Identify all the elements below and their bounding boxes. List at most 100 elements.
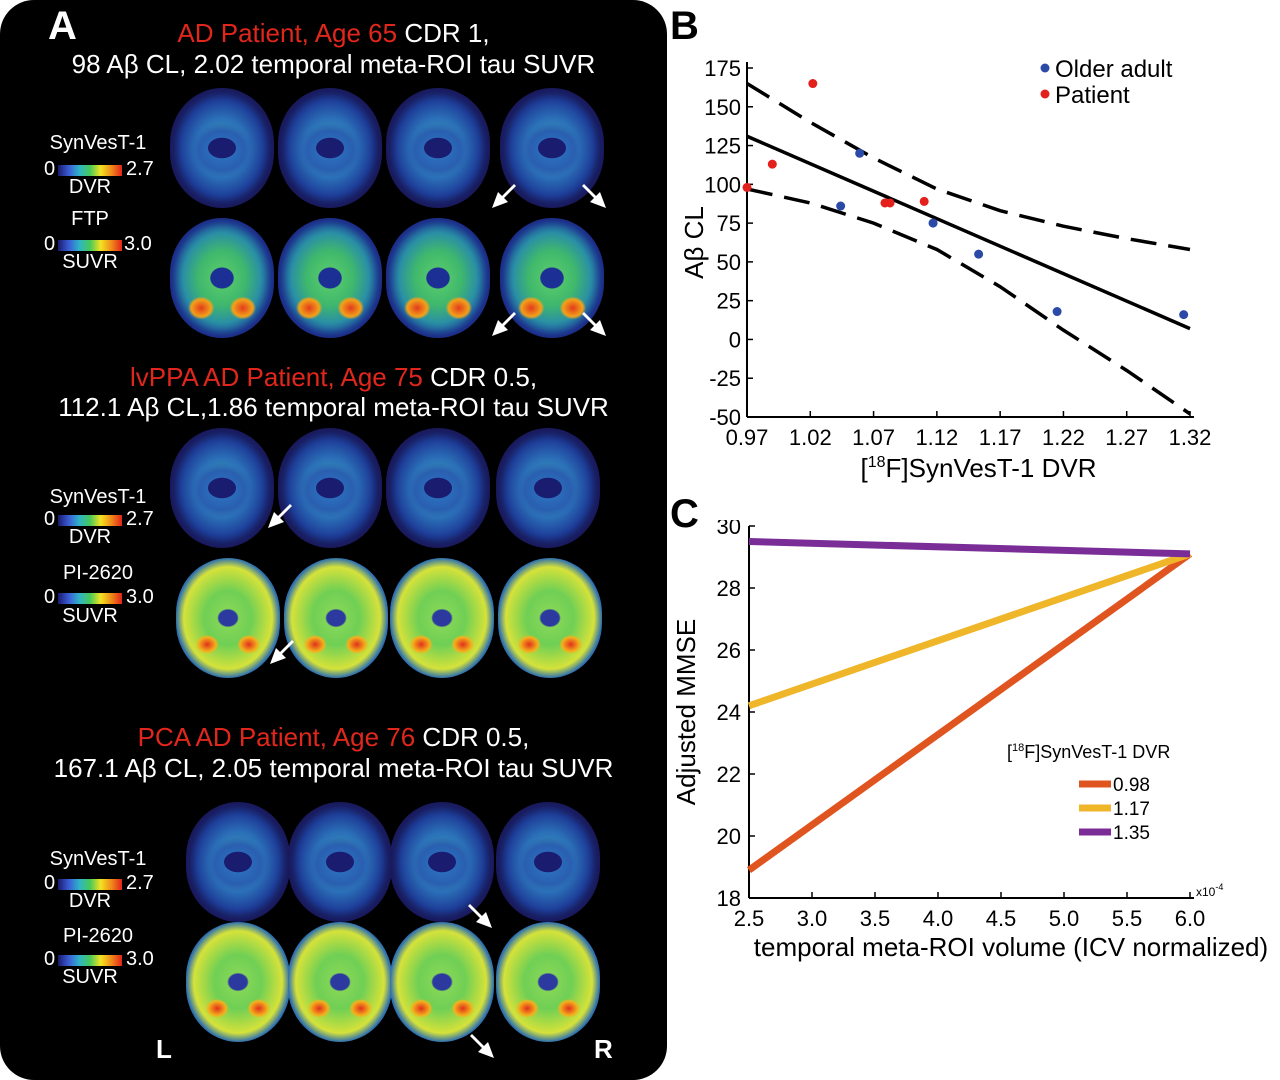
case1-title: AD Patient, Age 65 CDR 1, [0, 18, 667, 48]
x-tick-label: 1.32 [1169, 425, 1212, 450]
brain-scan [390, 922, 494, 1042]
y-tick-label: 20 [717, 824, 741, 849]
case1-row2-tracer: FTP [71, 208, 109, 230]
case3-row2-min: 0 [44, 948, 56, 970]
brain-scan [496, 922, 600, 1042]
y-axis-label: Aβ CL [679, 206, 709, 279]
y-tick-label: 30 [717, 520, 741, 539]
x-tick-label: 0.97 [726, 425, 769, 450]
y-tick-label: 18 [717, 886, 741, 911]
left-hemisphere-label: L [156, 1034, 172, 1064]
ci-lower-line [746, 187, 1191, 416]
case1-row1-unit: DVR [68, 176, 112, 198]
case1-row2-unit: SUVR [62, 251, 118, 273]
brain-scan [186, 922, 290, 1042]
y-tick-label: 28 [717, 576, 741, 601]
brain-scan [496, 428, 600, 548]
y-tick-label: 26 [717, 638, 741, 663]
case1-row1-min: 0 [44, 158, 56, 180]
brain-scan [170, 88, 274, 208]
data-point [1052, 307, 1062, 317]
brain-scan [390, 558, 494, 678]
y-tick-label: -50 [709, 405, 741, 430]
y-tick-label: 125 [704, 134, 741, 159]
data-point [919, 196, 929, 206]
x-tick-label: 2.5 [734, 906, 765, 931]
brain-scan [288, 802, 392, 922]
colorbar [58, 165, 122, 176]
case2-title: lvPPA AD Patient, Age 75 CDR 0.5, [0, 362, 667, 392]
brain-scan [170, 218, 274, 338]
brain-scan [170, 428, 274, 548]
x-tick-label: 1.02 [789, 425, 832, 450]
arrow-icon [582, 312, 606, 336]
arrow-icon [470, 1034, 494, 1058]
x-tick-label: 3.5 [860, 906, 891, 931]
case2-row2-min: 0 [44, 586, 56, 608]
colorbar [58, 515, 122, 526]
case3-row2-tracer: PI-2620 [62, 925, 134, 947]
case1-row1-tracer: SynVesT-1 [49, 132, 147, 154]
x-tick-label: 6.0 [1175, 906, 1206, 931]
brain-scan [496, 802, 600, 922]
arrow-icon [492, 184, 516, 208]
case3-row2-max: 3.0 [126, 948, 154, 970]
x-tick-label: 1.12 [915, 425, 958, 450]
case1-row1-max: 2.7 [126, 158, 154, 180]
case2-row1-min: 0 [44, 508, 56, 530]
brain-scan [386, 428, 490, 548]
x-tick-label: 4.0 [923, 906, 954, 931]
panel-a-brain-images: A AD Patient, Age 65 CDR 1, 98 Aβ CL, 2.… [0, 0, 667, 1080]
data-point [767, 159, 777, 169]
arrow-icon [582, 184, 606, 208]
panel-b-letter: B [670, 4, 699, 48]
data-point [1179, 310, 1189, 320]
data-point [974, 249, 984, 259]
case2-title-white: CDR 0.5, [430, 362, 538, 392]
case1-row2-max: 3.0 [124, 233, 152, 255]
brain-scan [498, 558, 602, 678]
y-tick-label: 22 [717, 762, 741, 787]
panel-a-letter: A [48, 4, 77, 48]
legend-title: [18F]SynVesT-1 DVR [1007, 742, 1170, 762]
y-tick-label: 75 [717, 211, 741, 236]
series-line [747, 550, 1192, 710]
case3-title-white: CDR 0.5, [422, 722, 530, 752]
panel-c-letter: C [670, 492, 699, 536]
legend-label: 1.35 [1113, 823, 1150, 844]
colorbar [58, 240, 122, 251]
x-tick-label: 5.0 [1049, 906, 1080, 931]
case1-title-white: CDR 1, [404, 18, 490, 48]
case3-row1-tracer: SynVesT-1 [49, 848, 147, 870]
case3-title-red: PCA AD Patient, Age 76 [137, 722, 416, 752]
y-tick-label: -25 [709, 366, 741, 391]
legend-label: Patient [1055, 82, 1130, 109]
right-hemisphere-label: R [594, 1034, 613, 1064]
arrow-icon [468, 904, 492, 928]
x-axis-label: temporal meta-ROI volume (ICV normalized… [754, 932, 1268, 962]
y-tick-label: 100 [704, 172, 741, 197]
legend-label: Older adult [1055, 56, 1173, 83]
colorbar [58, 593, 122, 604]
y-tick-label: 175 [704, 56, 741, 81]
x-tick-label: 5.5 [1112, 906, 1143, 931]
brain-scan [278, 88, 382, 208]
y-tick-label: 25 [717, 289, 741, 314]
case1-subtitle: 98 Aβ CL, 2.02 temporal meta-ROI tau SUV… [71, 49, 596, 79]
case3-row1-min: 0 [44, 872, 56, 894]
case1-title-red: AD Patient, Age 65 [177, 18, 398, 48]
case2-row2-unit: SUVR [62, 605, 118, 627]
x-multiplier: x10-4 [1196, 882, 1223, 899]
x-tick-label: 4.5 [986, 906, 1017, 931]
data-point [742, 182, 752, 192]
case2-row1-unit: DVR [68, 526, 112, 548]
y-tick-label: 150 [704, 95, 741, 120]
case3-title: PCA AD Patient, Age 76 CDR 0.5, [0, 722, 667, 752]
series-line [748, 538, 1191, 558]
case3-row2-unit: SUVR [62, 966, 118, 988]
data-point [808, 79, 818, 89]
legend-label: 1.17 [1113, 799, 1150, 820]
x-axis-label: [18F]SynVesT-1 DVR [861, 453, 1097, 483]
x-tick-label: 3.0 [797, 906, 828, 931]
ci-upper-line [746, 82, 1191, 252]
